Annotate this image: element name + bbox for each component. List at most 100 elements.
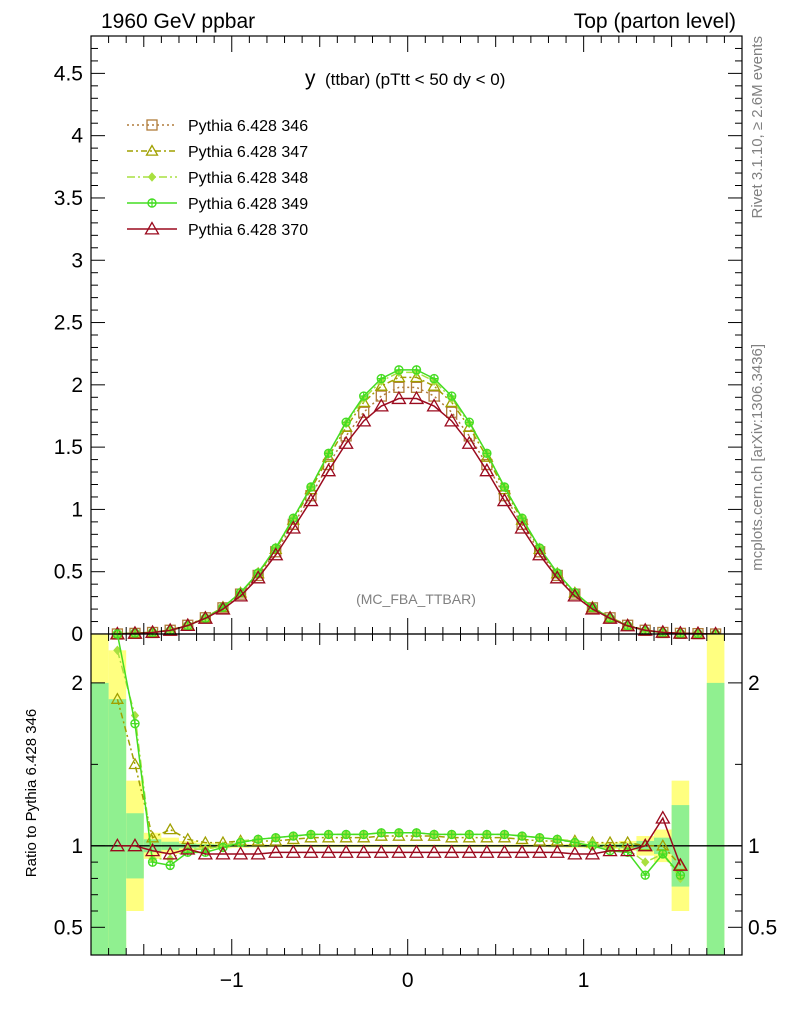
main-point-s4-22	[499, 482, 510, 492]
main-point-s5-22	[496, 492, 513, 507]
ratio-point-s4-22	[496, 844, 513, 858]
main-point-s5-13	[338, 435, 354, 449]
ratio-point-s3-3	[165, 860, 175, 871]
ratio-point-s3-9	[271, 832, 281, 843]
ratio-edge-green-1	[706, 682, 725, 955]
ratio-series-line-2	[116, 650, 682, 879]
ratio-point-s4-31	[655, 810, 671, 824]
ratio-xtick-label-1: 0	[402, 969, 414, 992]
main-point-s4-15	[376, 373, 387, 384]
main-point-s4-21	[482, 448, 492, 459]
ratio-point-s3-19	[446, 829, 457, 840]
ratio-point-s4-24	[532, 844, 548, 858]
main-point-s5-28	[602, 610, 618, 624]
ratio-point-s3-11	[306, 829, 316, 840]
ratio-point-s4-12	[320, 844, 337, 858]
main-point-s4-13	[341, 417, 351, 427]
ratio-xtick-label-0: −1	[220, 969, 244, 992]
main-point-s1-15	[375, 390, 387, 402]
main-point-s5-2	[144, 624, 161, 639]
mcplots-label: mcplots.cern.ch [arXiv:1306.3436]	[749, 344, 766, 571]
ratio-y-axis: 0.5 0.5 1 1 2 2	[54, 672, 777, 939]
ratio-point-s4-6	[215, 846, 231, 860]
legend-label-5: Pythia 6.428 370	[188, 222, 308, 239]
main-ytick-label-7: 3.5	[54, 187, 83, 210]
ratio-point-s3-12	[323, 829, 334, 840]
main-point-s5-16	[391, 390, 407, 405]
main-point-s5-32	[672, 625, 689, 639]
ratio-point-s3-26	[570, 837, 580, 848]
main-point-s5-20	[461, 435, 477, 449]
ratio-ytick-label-0: 0.5	[54, 916, 83, 939]
ratio-point-s4-29	[620, 842, 636, 857]
ratio-point-s4-23	[514, 844, 530, 858]
ratio-point-s3-8	[253, 834, 263, 845]
legend-item-3: Pythia 6.428 348	[127, 170, 308, 187]
main-point-s5-10	[285, 520, 301, 534]
main-point-s5-26	[567, 588, 583, 602]
ratio-point-s4-2	[144, 842, 161, 857]
ratio-point-s4-4	[180, 841, 196, 855]
main-point-s5-3	[162, 622, 178, 636]
main-point-s5-17	[408, 390, 425, 405]
ratio-point-s3-22	[499, 829, 510, 840]
main-point-s5-11	[303, 492, 319, 507]
main-point-s4-12	[323, 448, 334, 459]
ratio-point-s3-1	[130, 718, 140, 729]
main-point-s5-15	[373, 398, 389, 412]
ratio-point-s4-32	[672, 857, 689, 871]
ratio-point-s4-13	[338, 844, 354, 858]
main-point-s4-18	[429, 373, 439, 384]
main-point-s5-29	[620, 618, 636, 632]
legend-item-1: Pythia 6.428 346	[127, 118, 308, 135]
ratio-point-s3-18	[429, 829, 439, 840]
ratio-point-s4-15	[373, 844, 389, 858]
main-point-s5-23	[514, 520, 530, 534]
legend: Pythia 6.428 346 Pythia 6.428 347 Pythia 6…	[127, 118, 308, 239]
ratio-point-s3-17	[411, 828, 422, 838]
legend-label-4: Pythia 6.428 349	[188, 196, 308, 213]
header-right-title: Top (parton level)	[574, 10, 736, 33]
legend-marker-2	[145, 144, 159, 156]
main-point-s1-18	[428, 390, 440, 402]
main-point-s4-20	[464, 417, 474, 427]
ratio-point-s4-10	[285, 844, 301, 858]
header-left-title: 1960 GeV ppbar	[101, 10, 255, 33]
main-point-s5-27	[584, 601, 601, 615]
main-point-s5-5	[197, 610, 213, 624]
ratio-point-s3-24	[534, 832, 545, 843]
main-ytick-label-3: 1.5	[54, 436, 83, 459]
plot-title-main: y	[305, 67, 316, 90]
ratio-point-s4-20	[461, 844, 477, 858]
main-y-axis: 0 0.5 1 1.5 2 2.5 3 3.5 4 4.5	[54, 35, 742, 646]
main-point-s5-30	[637, 622, 653, 636]
ratio-series-line-4	[117, 816, 682, 866]
ratio-point-s4-11	[303, 844, 319, 858]
ratio-point-s3-10	[288, 831, 299, 841]
ratio-x-axis: −1 0 1	[108, 634, 725, 992]
main-ytick-label-0: 0	[71, 623, 83, 646]
legend-label-2: Pythia 6.428 347	[188, 144, 308, 161]
main-point-s5-7	[232, 588, 249, 602]
ratio-point-s3-13	[341, 829, 351, 840]
legend-marker-1	[146, 119, 158, 131]
ratio-plot-area	[91, 629, 742, 955]
ratio-point-s3-32	[675, 870, 686, 880]
legend-marker-3	[147, 172, 157, 182]
main-point-s2-14	[357, 395, 371, 408]
ratio-point-s4-26	[567, 846, 583, 860]
ratio-point-s3-15	[376, 828, 387, 838]
ratio-point-s1-1	[128, 757, 142, 770]
ratio-point-s4-16	[391, 844, 407, 858]
ratio-series-3	[112, 629, 686, 880]
main-point-s2-15	[374, 379, 388, 391]
ratio-point-s4-28	[602, 842, 618, 857]
ratio-band-green-0	[108, 699, 127, 955]
main-ytick-label-1: 0.5	[54, 561, 83, 584]
ratio-point-s4-25	[549, 844, 565, 858]
ratio-ytick-label-2: 2	[71, 672, 83, 695]
main-point-s4-16	[394, 365, 404, 375]
ratio-point-s3-2	[147, 857, 158, 867]
plot-title-sub: (ttbar) (pTtt < 50 dy < 0)	[325, 70, 505, 89]
main-point-s5-14	[356, 413, 372, 427]
